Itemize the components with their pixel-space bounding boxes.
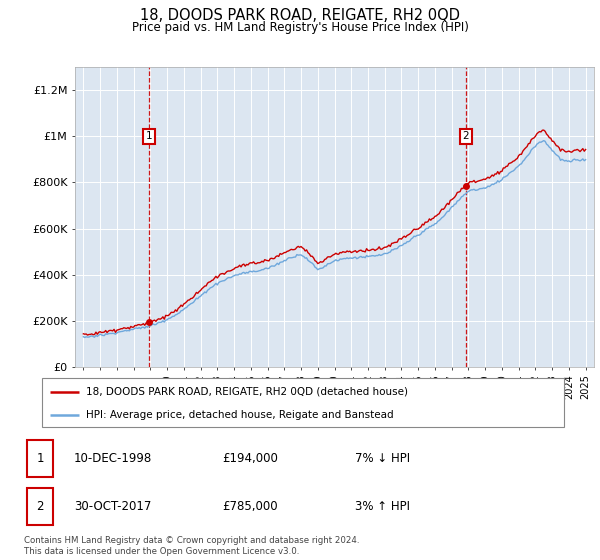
Text: 7% ↓ HPI: 7% ↓ HPI <box>355 452 410 465</box>
Text: 30-OCT-2017: 30-OCT-2017 <box>74 500 151 512</box>
FancyBboxPatch shape <box>27 488 53 525</box>
Text: 10-DEC-1998: 10-DEC-1998 <box>74 452 152 465</box>
Text: 2: 2 <box>462 132 469 141</box>
Text: 2: 2 <box>36 500 44 512</box>
Text: 18, DOODS PARK ROAD, REIGATE, RH2 0QD (detached house): 18, DOODS PARK ROAD, REIGATE, RH2 0QD (d… <box>86 387 409 397</box>
Text: £194,000: £194,000 <box>223 452 278 465</box>
Text: HPI: Average price, detached house, Reigate and Banstead: HPI: Average price, detached house, Reig… <box>86 410 394 420</box>
Text: 18, DOODS PARK ROAD, REIGATE, RH2 0QD: 18, DOODS PARK ROAD, REIGATE, RH2 0QD <box>140 8 460 24</box>
Text: £785,000: £785,000 <box>223 500 278 512</box>
Text: Contains HM Land Registry data © Crown copyright and database right 2024.
This d: Contains HM Land Registry data © Crown c… <box>24 536 359 556</box>
Text: 1: 1 <box>146 132 152 141</box>
Text: 3% ↑ HPI: 3% ↑ HPI <box>355 500 410 512</box>
FancyBboxPatch shape <box>42 378 564 427</box>
Text: 1: 1 <box>36 452 44 465</box>
Text: Price paid vs. HM Land Registry's House Price Index (HPI): Price paid vs. HM Land Registry's House … <box>131 21 469 34</box>
FancyBboxPatch shape <box>27 441 53 478</box>
